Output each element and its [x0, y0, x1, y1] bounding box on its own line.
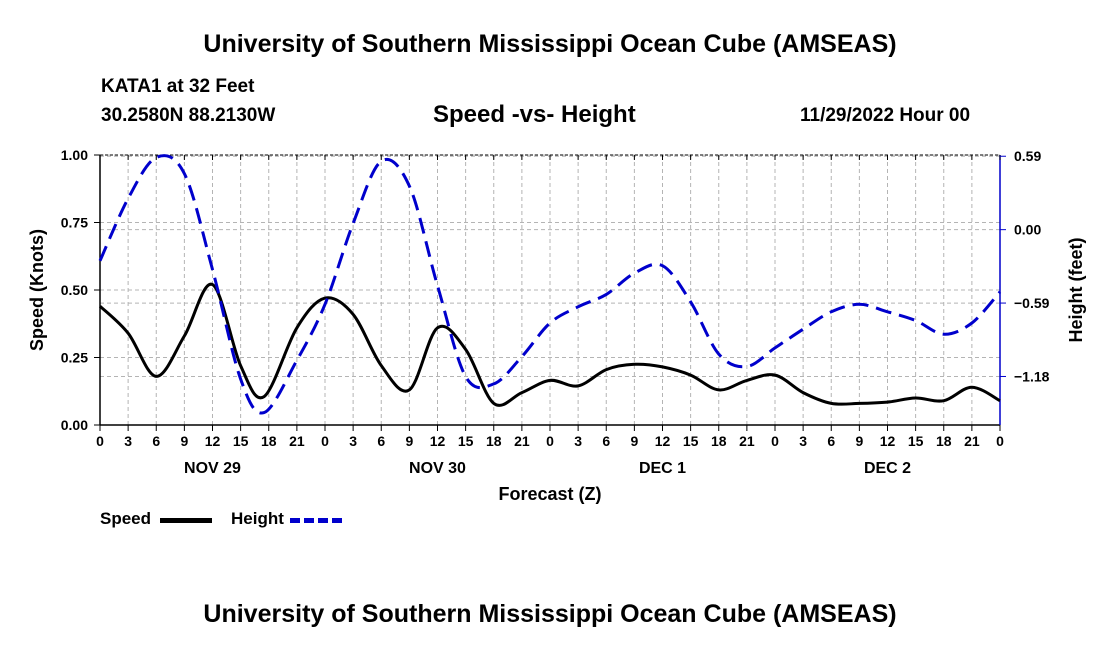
x-tick-label: 21 — [739, 433, 755, 449]
y-tick-label: 1.00 — [61, 147, 88, 163]
legend-height-label: Height — [231, 509, 284, 528]
x-tick-label: 6 — [827, 433, 835, 449]
y-tick-label: 0.25 — [61, 350, 88, 366]
x-tick-label: 18 — [261, 433, 277, 449]
x-tick-label: 12 — [655, 433, 671, 449]
x-tick-label: 0 — [96, 433, 104, 449]
x-tick-label: 6 — [377, 433, 385, 449]
legend-speed-label: Speed — [100, 509, 152, 528]
x-tick-label: 3 — [799, 433, 807, 449]
x-tick-label: 3 — [349, 433, 357, 449]
label-layer: 0 3 6 9 12 15 18 21 0 3 6 9 12 15 18 21 0 3 6 9 12 15 18 21 0 3 6 9… — [27, 147, 1086, 504]
speed-height-chart: 0 3 6 9 12 15 18 21 0 3 6 9 12 15 18 21 0 3 6 9 12 15 18 21 0 3 6 9… — [27, 147, 1086, 504]
legend-speed-swatch — [160, 518, 212, 523]
x-tick-label: 6 — [152, 433, 160, 449]
top-title: University of Southern Mississippi Ocean… — [203, 30, 897, 58]
x-axis-title: Forecast (Z) — [498, 484, 601, 504]
y-axis-title: Speed (Knots) — [27, 229, 47, 351]
y2-tick-label: 0.00 — [1014, 222, 1041, 238]
series-line-speed — [98, 283, 1001, 407]
x-tick-label: 15 — [683, 433, 699, 449]
x-tick-label: 3 — [124, 433, 132, 449]
y-tick-label: 0.50 — [61, 282, 88, 298]
x-tick-label: 18 — [711, 433, 727, 449]
x-tick-label: 12 — [430, 433, 446, 449]
x-tick-label: 15 — [233, 433, 249, 449]
station-name: KATA1 at 32 Feet — [101, 76, 255, 97]
x-day-label: NOV 30 — [409, 460, 466, 477]
x-tick-label: 21 — [514, 433, 530, 449]
x-tick-label: 6 — [602, 433, 610, 449]
y-tick-label: 0.00 — [61, 417, 88, 433]
series-line-height — [98, 154, 1002, 415]
x-tick-label: 0 — [771, 433, 779, 449]
x-tick-label: 21 — [964, 433, 980, 449]
x-tick-label: 9 — [405, 433, 413, 449]
x-tick-label: 9 — [180, 433, 188, 449]
x-tick-label: 3 — [574, 433, 582, 449]
chart-subtitle: Speed -vs- Height — [433, 101, 636, 128]
axes-layer — [94, 154, 1006, 431]
x-tick-label: 18 — [486, 433, 502, 449]
x-day-label: NOV 29 — [184, 460, 241, 477]
x-tick-label: 0 — [546, 433, 554, 449]
x-tick-label: 9 — [630, 433, 638, 449]
y2-tick-label: −1.18 — [1014, 368, 1050, 384]
station-coords: 30.2580N 88.2130W — [101, 105, 276, 126]
x-tick-label: 12 — [205, 433, 221, 449]
y2-tick-label: −0.59 — [1014, 295, 1050, 311]
x-tick-label: 0 — [321, 433, 329, 449]
x-tick-label: 18 — [936, 433, 952, 449]
x-day-label: DEC 2 — [864, 460, 911, 477]
bottom-title: University of Southern Mississippi Ocean… — [203, 600, 897, 628]
x-tick-label: 0 — [996, 433, 1004, 449]
y-tick-label: 0.75 — [61, 215, 88, 231]
forecast-datetime: 11/29/2022 Hour 00 — [800, 105, 971, 126]
y2-axis-title: Height (feet) — [1066, 238, 1086, 343]
x-tick-label: 15 — [458, 433, 474, 449]
x-tick-label: 21 — [289, 433, 305, 449]
y2-tick-label: 0.59 — [1014, 148, 1041, 164]
legend-height-swatch — [290, 518, 342, 523]
series-layer — [98, 154, 1002, 415]
grid-layer — [100, 154, 1000, 425]
x-tick-label: 15 — [908, 433, 924, 449]
x-tick-label: 12 — [880, 433, 896, 449]
x-day-label: DEC 1 — [639, 460, 686, 477]
x-tick-label: 9 — [855, 433, 863, 449]
